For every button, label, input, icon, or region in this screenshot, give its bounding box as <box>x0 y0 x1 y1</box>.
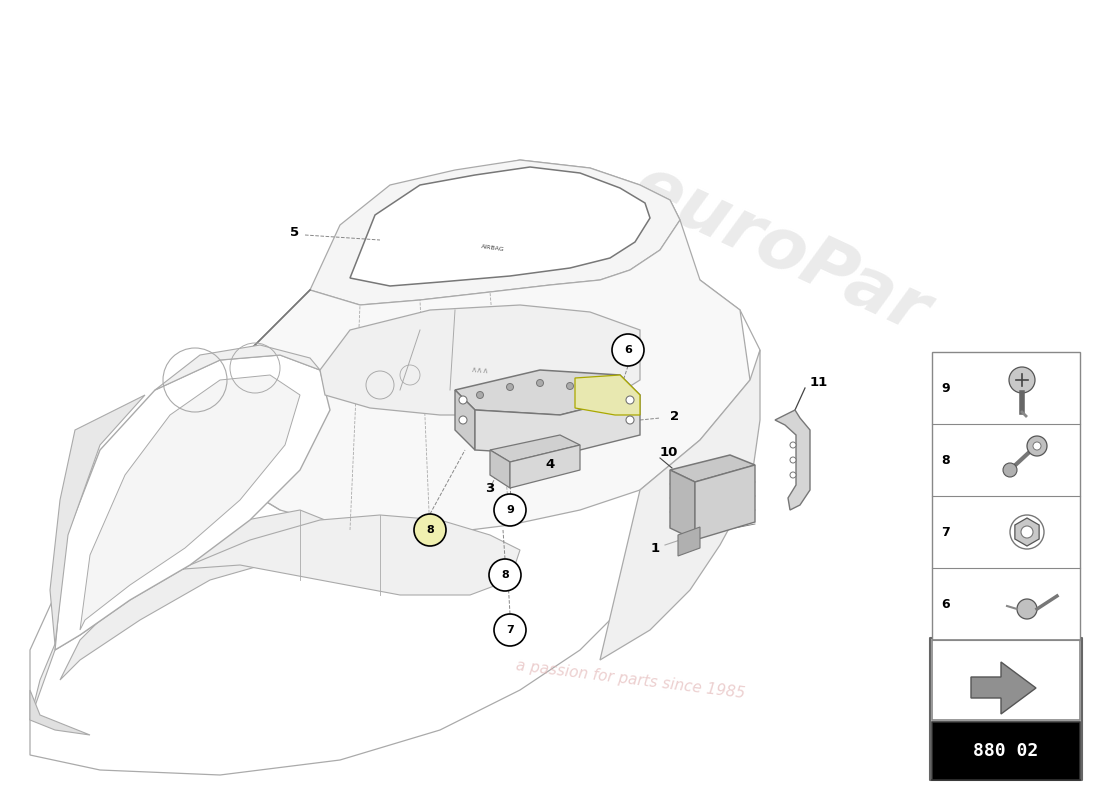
Polygon shape <box>475 395 640 455</box>
Polygon shape <box>575 375 640 415</box>
Polygon shape <box>971 662 1036 714</box>
Circle shape <box>1027 436 1047 456</box>
Circle shape <box>626 416 634 424</box>
Circle shape <box>566 382 573 390</box>
Polygon shape <box>350 167 650 286</box>
Polygon shape <box>55 355 330 650</box>
Polygon shape <box>490 435 580 462</box>
Bar <box>932 722 1080 780</box>
Text: 8: 8 <box>426 525 433 535</box>
Text: AIRBAG: AIRBAG <box>481 244 505 252</box>
Circle shape <box>1018 599 1037 619</box>
Polygon shape <box>310 160 680 305</box>
Polygon shape <box>210 220 750 535</box>
Text: a passion for parts since 1985: a passion for parts since 1985 <box>515 658 746 702</box>
Text: 7: 7 <box>942 526 950 538</box>
Circle shape <box>414 514 446 546</box>
Circle shape <box>790 457 796 463</box>
Polygon shape <box>776 410 810 510</box>
Polygon shape <box>670 470 695 540</box>
Text: 4: 4 <box>544 458 554 471</box>
Circle shape <box>459 396 468 404</box>
Bar <box>932 640 1080 720</box>
Circle shape <box>490 559 521 591</box>
Polygon shape <box>490 450 510 488</box>
Circle shape <box>459 416 468 424</box>
Text: 11: 11 <box>810 375 828 389</box>
Polygon shape <box>600 350 760 660</box>
Circle shape <box>790 442 796 448</box>
Circle shape <box>596 386 604 394</box>
Text: 1: 1 <box>650 542 660 554</box>
Text: 5: 5 <box>290 226 299 239</box>
Text: 8: 8 <box>942 454 950 466</box>
Text: 8: 8 <box>502 570 509 580</box>
Circle shape <box>626 396 634 404</box>
Bar <box>930 638 1082 780</box>
Polygon shape <box>695 465 755 540</box>
Text: euroPar: euroPar <box>621 151 939 349</box>
Text: 6: 6 <box>942 598 950 610</box>
Polygon shape <box>30 515 520 720</box>
Polygon shape <box>670 455 755 482</box>
Bar <box>932 352 1080 640</box>
Text: 9: 9 <box>942 382 950 394</box>
Polygon shape <box>80 375 300 630</box>
Circle shape <box>494 614 526 646</box>
Circle shape <box>790 472 796 478</box>
Polygon shape <box>320 305 640 415</box>
Circle shape <box>494 494 526 526</box>
Circle shape <box>1033 442 1041 450</box>
Polygon shape <box>678 527 700 556</box>
Circle shape <box>476 391 484 398</box>
Circle shape <box>537 379 543 386</box>
Polygon shape <box>50 395 145 645</box>
Polygon shape <box>30 690 90 735</box>
Circle shape <box>1009 367 1035 393</box>
Text: 2: 2 <box>670 410 679 422</box>
Polygon shape <box>30 160 760 775</box>
Polygon shape <box>60 510 350 680</box>
Text: 9: 9 <box>506 505 514 515</box>
Polygon shape <box>455 370 640 415</box>
Text: 3: 3 <box>485 482 495 494</box>
Polygon shape <box>1015 518 1040 546</box>
Circle shape <box>612 334 643 366</box>
Circle shape <box>1003 463 1018 477</box>
Polygon shape <box>510 445 580 488</box>
Text: ∧∧∧: ∧∧∧ <box>471 365 490 375</box>
Polygon shape <box>155 345 320 390</box>
Polygon shape <box>455 390 475 450</box>
Text: 880 02: 880 02 <box>974 742 1038 760</box>
Text: 6: 6 <box>624 345 631 355</box>
Text: 10: 10 <box>660 446 679 458</box>
Circle shape <box>506 383 514 390</box>
Text: 7: 7 <box>506 625 514 635</box>
Circle shape <box>1021 526 1033 538</box>
